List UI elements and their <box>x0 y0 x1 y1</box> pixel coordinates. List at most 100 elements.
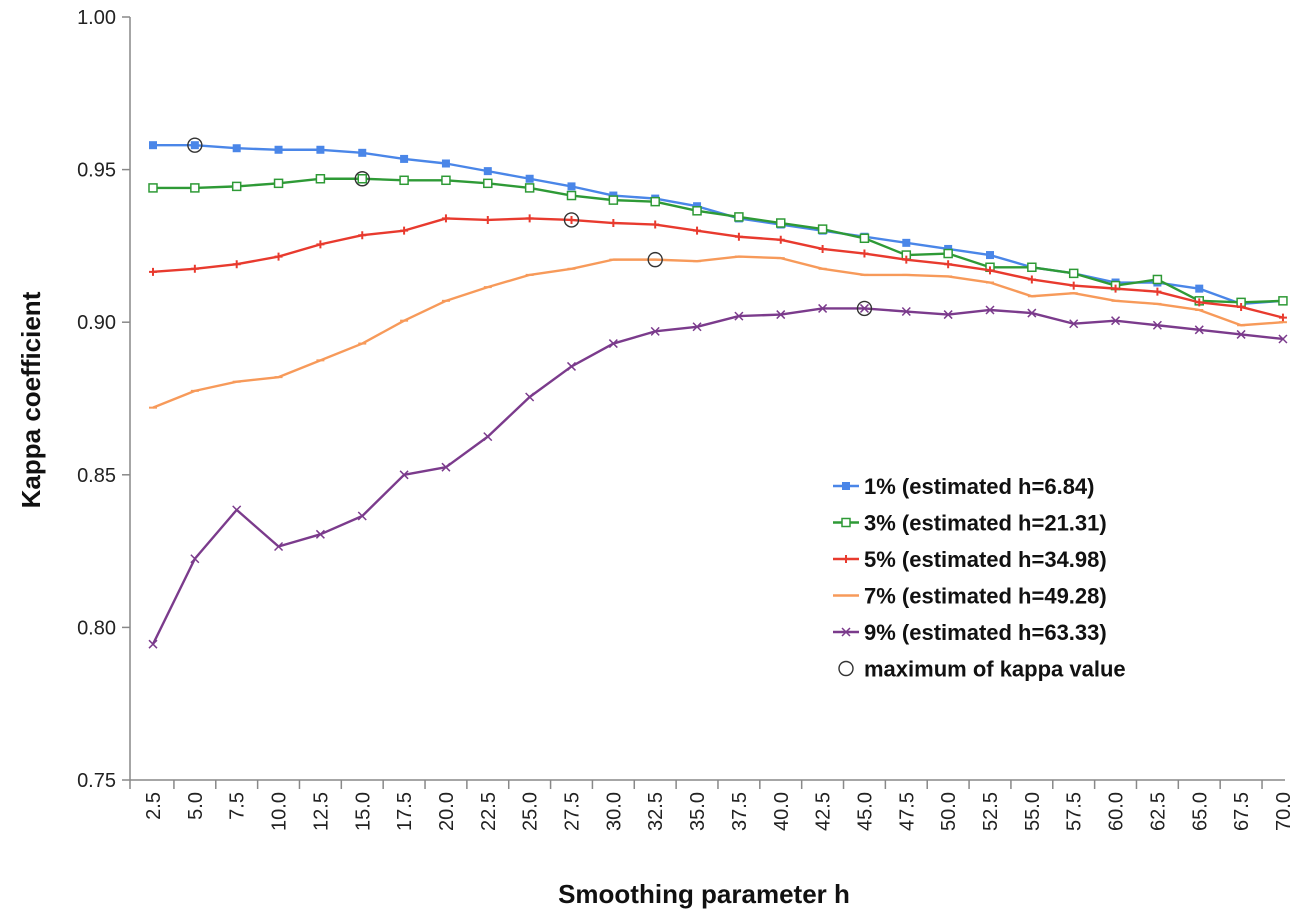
max-kappa-marker <box>187 137 203 153</box>
chart-legend: 1% (estimated h=6.84) 3% (estimated h=21.… <box>833 474 1126 682</box>
data-point <box>316 145 325 154</box>
data-point <box>315 174 326 184</box>
legend-swatch-marker <box>842 482 850 490</box>
data-point <box>902 255 911 264</box>
x-tick-label: 17.5 <box>394 792 416 831</box>
legend-label: 7% (estimated h=49.28) <box>864 584 1107 609</box>
data-point <box>190 141 199 150</box>
data-point <box>567 215 576 224</box>
series-2 <box>148 174 1288 308</box>
data-point <box>1278 313 1287 322</box>
x-axis-title: Smoothing parameter h <box>558 879 850 909</box>
data-point <box>1069 319 1079 329</box>
data-point <box>734 311 744 321</box>
series-4 <box>149 255 1287 409</box>
legend-item-3: 5% (estimated h=34.98) <box>833 547 1107 572</box>
x-tick-label: 30.0 <box>603 792 625 831</box>
x-tick-label: 65.0 <box>1189 792 1211 831</box>
x-tick-label: 7.5 <box>227 792 249 820</box>
data-point <box>316 240 325 249</box>
data-point <box>776 218 786 228</box>
data-point <box>566 190 577 201</box>
data-point <box>943 248 953 259</box>
x-tick-label: 32.5 <box>645 792 667 831</box>
x-tick-label: 42.5 <box>813 792 835 831</box>
data-point <box>1069 281 1078 290</box>
y-tick-label: 0.90 <box>77 312 116 334</box>
data-point <box>148 183 158 193</box>
x-tick-label: 37.5 <box>729 792 751 831</box>
legend-label: 9% (estimated h=63.33) <box>864 620 1107 645</box>
series-line <box>152 217 1284 319</box>
max-kappa-marker <box>354 171 370 187</box>
x-tick-label: 57.5 <box>1064 792 1086 831</box>
data-point <box>399 470 409 480</box>
legend-item-1: 1% (estimated h=6.84) <box>833 474 1094 499</box>
data-point <box>567 182 576 191</box>
legend-item-4: 7% (estimated h=49.28) <box>833 584 1107 609</box>
series-line <box>151 307 1284 645</box>
chart-series <box>148 141 1288 649</box>
legend-swatch-marker <box>841 627 851 637</box>
data-point <box>441 462 451 472</box>
y-axis-title: Kappa coefficient <box>16 291 46 508</box>
data-point <box>400 154 409 163</box>
data-point <box>1153 287 1162 296</box>
data-point <box>274 145 283 154</box>
x-tick-label: 10.0 <box>269 792 291 831</box>
data-point <box>357 174 367 184</box>
data-point <box>149 141 157 150</box>
data-point <box>776 235 785 244</box>
data-point <box>609 219 618 228</box>
data-point <box>608 339 618 349</box>
data-point <box>483 432 493 442</box>
x-tick-label: 22.5 <box>478 792 500 831</box>
chart-axes <box>129 17 1285 781</box>
max-kappa-marker <box>563 212 580 228</box>
data-point <box>1027 308 1037 318</box>
x-tick-label: 67.5 <box>1231 792 1253 831</box>
legend-swatch-marker <box>841 517 851 528</box>
data-point <box>274 252 283 261</box>
data-point <box>734 232 743 241</box>
data-point <box>818 303 828 313</box>
data-point <box>273 178 284 189</box>
data-point <box>817 224 828 234</box>
max-kappa-marker <box>647 251 663 268</box>
max-markers <box>187 137 873 317</box>
data-point <box>651 220 660 229</box>
data-point <box>860 249 869 258</box>
legend-item-5: 9% (estimated h=63.33) <box>833 620 1107 645</box>
series-5 <box>148 303 1288 649</box>
data-point <box>231 181 242 192</box>
x-tick-label: 15.0 <box>352 792 374 831</box>
x-tick-label: 70.0 <box>1273 792 1295 831</box>
data-point <box>1278 334 1288 344</box>
data-point <box>1027 262 1037 273</box>
data-point <box>943 310 953 320</box>
data-point <box>1068 268 1079 279</box>
data-point <box>483 215 492 224</box>
data-point <box>441 159 450 168</box>
data-point <box>483 178 493 189</box>
x-tick-label: 52.5 <box>980 792 1002 831</box>
legend-label: maximum of kappa value <box>864 657 1126 682</box>
x-tick-label: 45.0 <box>854 792 876 831</box>
data-point <box>399 175 409 186</box>
data-point <box>358 148 367 157</box>
data-point <box>232 144 241 153</box>
data-point <box>692 206 702 216</box>
data-point <box>525 214 534 223</box>
series-3 <box>149 214 1287 322</box>
series-line <box>153 177 1283 304</box>
data-point <box>734 212 744 222</box>
data-point <box>859 303 869 313</box>
data-point <box>441 214 450 223</box>
data-point <box>525 174 534 183</box>
data-point <box>1111 316 1121 326</box>
data-point <box>986 266 994 275</box>
x-tick-label: 50.0 <box>938 792 960 831</box>
data-point <box>902 238 911 247</box>
data-point <box>986 251 994 260</box>
x-tick-label: 35.0 <box>687 792 709 831</box>
